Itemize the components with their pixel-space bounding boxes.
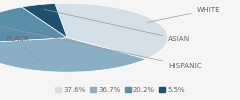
Text: BLACK: BLACK [5,36,43,65]
Text: ASIAN: ASIAN [44,9,190,42]
Polygon shape [0,38,146,72]
Polygon shape [22,4,67,38]
Polygon shape [0,7,67,43]
Legend: 37.6%, 36.7%, 20.2%, 5.5%: 37.6%, 36.7%, 20.2%, 5.5% [52,84,188,96]
Polygon shape [55,3,168,59]
Text: WHITE: WHITE [147,7,221,22]
Text: HISPANIC: HISPANIC [0,25,202,69]
